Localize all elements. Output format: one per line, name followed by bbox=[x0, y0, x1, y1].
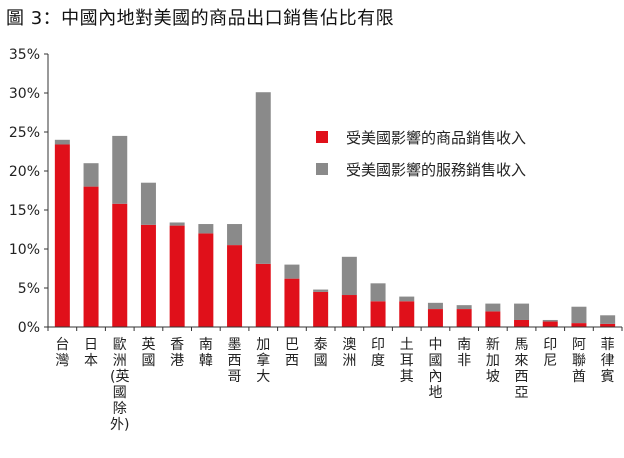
bar-goods-4 bbox=[169, 225, 185, 327]
bar-goods-2 bbox=[112, 203, 128, 327]
x-category-label: 土耳其 bbox=[400, 337, 414, 385]
bar-services-8 bbox=[284, 264, 300, 279]
x-category-label: 新加坡 bbox=[486, 337, 500, 385]
bar-services-6 bbox=[227, 224, 243, 246]
bar-goods-0 bbox=[54, 144, 70, 327]
bar-goods-18 bbox=[571, 323, 587, 327]
x-category-label: 泰國 bbox=[314, 337, 328, 369]
y-tick-label: 5% bbox=[18, 281, 40, 297]
legend-label-1: 受美國影響的服務銷售收入 bbox=[346, 161, 526, 179]
bar-goods-19 bbox=[600, 323, 616, 327]
bar-services-12 bbox=[399, 296, 415, 302]
chart-title: 圖 3：中國內地對美國的商品出口銷售佔比有限 bbox=[6, 8, 395, 29]
bar-goods-8 bbox=[284, 278, 300, 327]
bar-services-4 bbox=[169, 222, 185, 226]
bar-services-1 bbox=[83, 163, 99, 187]
legend-swatch-0 bbox=[316, 131, 328, 143]
y-tick-label: 0% bbox=[18, 320, 40, 336]
x-category-label: 英國 bbox=[141, 336, 155, 369]
bar-services-13 bbox=[427, 302, 443, 310]
x-category-label: 菲律賓 bbox=[601, 337, 615, 385]
x-category-label: 南非 bbox=[457, 337, 471, 369]
x-category-label: 歐洲(英國除外) bbox=[110, 337, 129, 433]
bar-goods-6 bbox=[227, 245, 243, 327]
y-tick-label: 20% bbox=[9, 164, 40, 180]
x-category-label: 加拿大 bbox=[256, 337, 270, 385]
bar-services-16 bbox=[514, 303, 530, 320]
bar-goods-9 bbox=[313, 291, 329, 327]
bars bbox=[54, 92, 616, 327]
x-category-label: 澳洲 bbox=[342, 337, 356, 369]
bar-services-2 bbox=[112, 135, 128, 204]
bar-services-9 bbox=[313, 289, 329, 292]
bar-goods-15 bbox=[485, 311, 501, 327]
bar-goods-13 bbox=[427, 309, 443, 327]
bar-goods-10 bbox=[341, 295, 357, 327]
bar-goods-14 bbox=[456, 309, 472, 327]
bar-goods-12 bbox=[399, 301, 415, 327]
bar-services-18 bbox=[571, 306, 587, 324]
bar-services-3 bbox=[140, 182, 156, 225]
bar-services-7 bbox=[255, 92, 271, 264]
x-category-label: 南韓 bbox=[199, 337, 213, 369]
y-tick-label: 35% bbox=[9, 47, 40, 63]
y-tick-label: 25% bbox=[9, 125, 40, 141]
bar-services-0 bbox=[54, 139, 70, 145]
bar-services-11 bbox=[370, 283, 386, 302]
bar-services-19 bbox=[600, 315, 616, 324]
bar-goods-17 bbox=[542, 321, 558, 327]
bar-goods-1 bbox=[83, 186, 99, 327]
x-category-label: 印度 bbox=[371, 337, 385, 369]
x-category-label: 馬來西亞 bbox=[515, 337, 529, 401]
bar-goods-16 bbox=[514, 319, 530, 327]
x-category-label: 香港 bbox=[170, 337, 184, 369]
bar-services-5 bbox=[198, 224, 214, 234]
x-category-label: 日本 bbox=[84, 337, 98, 369]
bar-goods-5 bbox=[198, 233, 214, 327]
x-category-label: 中國內地 bbox=[428, 337, 442, 401]
bar-services-15 bbox=[485, 303, 501, 312]
y-tick-label: 10% bbox=[9, 242, 40, 258]
y-tick-label: 30% bbox=[9, 86, 40, 102]
bar-goods-3 bbox=[140, 224, 156, 327]
bar-goods-7 bbox=[255, 263, 271, 327]
bar-services-10 bbox=[341, 256, 357, 296]
legend-swatch-1 bbox=[316, 163, 328, 175]
x-category-label: 阿聯酋 bbox=[572, 337, 586, 385]
legend-label-0: 受美國影響的商品銷售收入 bbox=[346, 129, 526, 147]
x-category-label: 巴西 bbox=[285, 337, 299, 369]
bar-services-14 bbox=[456, 305, 472, 310]
bar-goods-11 bbox=[370, 301, 386, 327]
bar-services-17 bbox=[542, 319, 558, 322]
x-category-label: 印尼 bbox=[543, 337, 557, 369]
x-category-label: 墨西哥 bbox=[228, 337, 242, 385]
y-tick-label: 15% bbox=[9, 203, 40, 219]
y-axis: 0% 5% 10% 15% 20% 25% 30% 35% bbox=[9, 47, 49, 336]
x-category-label: 台灣 bbox=[55, 337, 69, 369]
